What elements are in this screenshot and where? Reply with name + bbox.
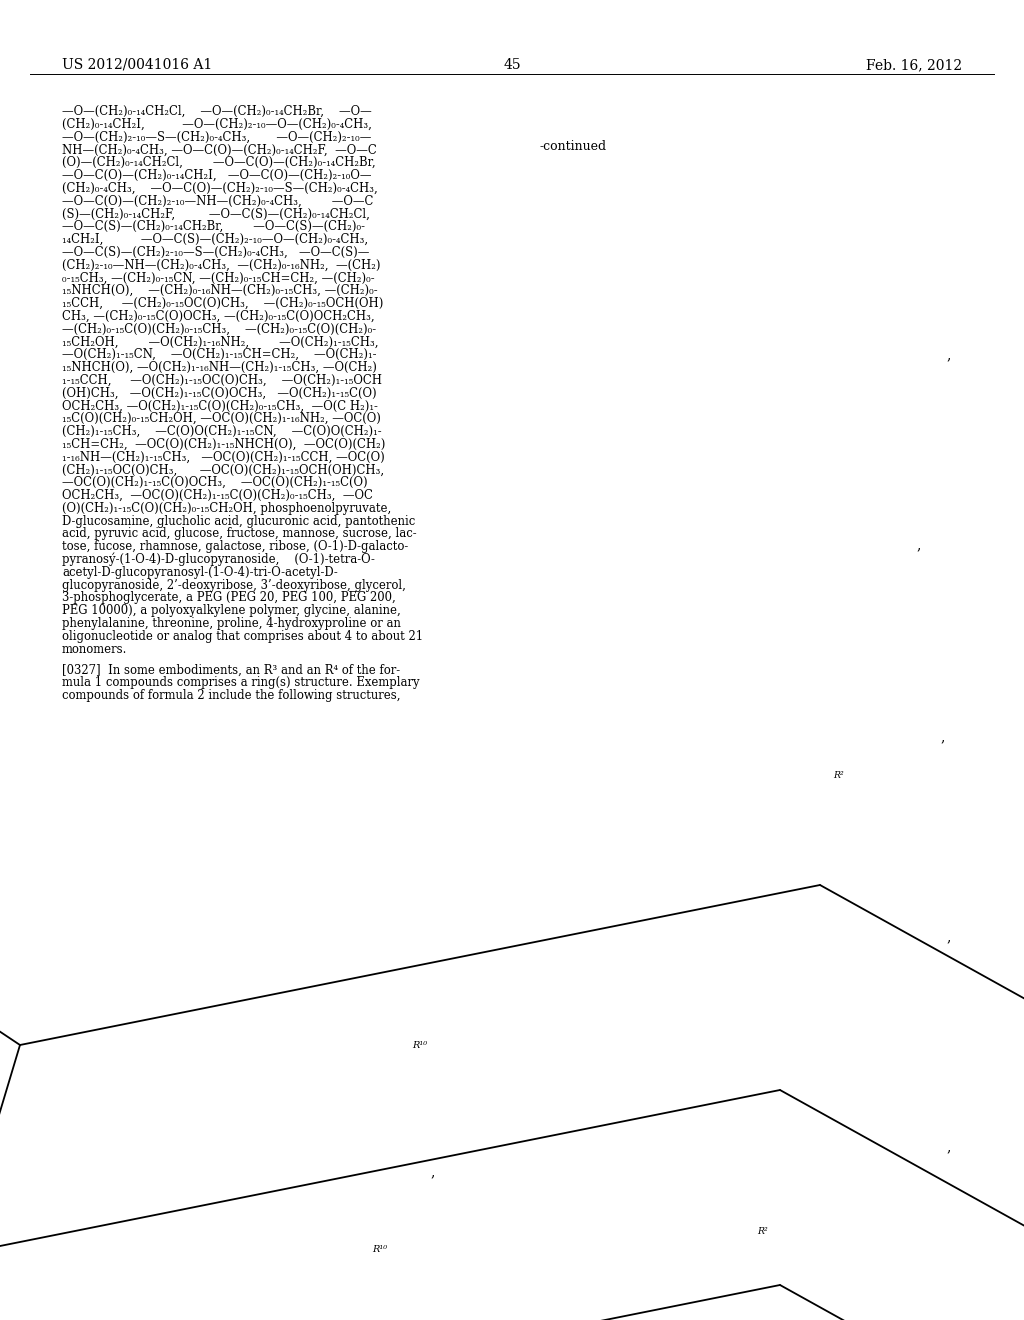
Text: —(CH₂)₀-₁₅C(O)(CH₂)₀-₁₅CH₃,    —(CH₂)₀-₁₅C(O)(CH₂)₀-: —(CH₂)₀-₁₅C(O)(CH₂)₀-₁₅CH₃, —(CH₂)₀-₁₅C(… bbox=[62, 322, 376, 335]
Text: ₁₅CCH,     —(CH₂)₀-₁₅OC(O)CH₃,    —(CH₂)₀-₁₅OCH(OH): ₁₅CCH, —(CH₂)₀-₁₅OC(O)CH₃, —(CH₂)₀-₁₅OCH… bbox=[62, 297, 383, 310]
Text: ₁₅C(O)(CH₂)₀-₁₅CH₂OH, —OC(O)(CH₂)₁-₁₆NH₂, —OC(O): ₁₅C(O)(CH₂)₀-₁₅CH₂OH, —OC(O)(CH₂)₁-₁₆NH₂… bbox=[62, 412, 381, 425]
Text: ,: , bbox=[916, 539, 921, 552]
Text: (CH₂)₀-₁₄CH₂I,          —O—(CH₂)₂-₁₀—O—(CH₂)₀-₄CH₃,: (CH₂)₀-₁₄CH₂I, —O—(CH₂)₂-₁₀—O—(CH₂)₀-₄CH… bbox=[62, 117, 372, 131]
Text: CH₃, —(CH₂)₀-₁₅C(O)OCH₃, —(CH₂)₀-₁₅C(O)OCH₂CH₃,: CH₃, —(CH₂)₀-₁₅C(O)OCH₃, —(CH₂)₀-₁₅C(O)O… bbox=[62, 310, 375, 323]
Text: (CH₂)₀-₄CH₃,    —O—C(O)—(CH₂)₂-₁₀—S—(CH₂)₀-₄CH₃,: (CH₂)₀-₄CH₃, —O—C(O)—(CH₂)₂-₁₀—S—(CH₂)₀-… bbox=[62, 182, 378, 195]
Text: acid, pyruvic acid, glucose, fructose, mannose, sucrose, lac-: acid, pyruvic acid, glucose, fructose, m… bbox=[62, 528, 417, 540]
Text: ,: , bbox=[946, 348, 950, 362]
Text: —O—C(S)—(CH₂)₂-₁₀—S—(CH₂)₀-₄CH₃,   —O—C(S)—: —O—C(S)—(CH₂)₂-₁₀—S—(CH₂)₀-₄CH₃, —O—C(S)… bbox=[62, 246, 370, 259]
Text: —O—(CH₂)₂-₁₀—S—(CH₂)₀-₄CH₃,       —O—(CH₂)₂-₁₀—: —O—(CH₂)₂-₁₀—S—(CH₂)₀-₄CH₃, —O—(CH₂)₂-₁₀… bbox=[62, 131, 372, 144]
Text: phenylalanine, threonine, proline, 4-hydroxyproline or an: phenylalanine, threonine, proline, 4-hyd… bbox=[62, 616, 400, 630]
Text: (S)—(CH₂)₀-₁₄CH₂F,         —O—C(S)—(CH₂)₀-₁₄CH₂Cl,: (S)—(CH₂)₀-₁₄CH₂F, —O—C(S)—(CH₂)₀-₁₄CH₂C… bbox=[62, 207, 370, 220]
Text: —O—C(O)—(CH₂)₀-₁₄CH₂I,   —O—C(O)—(CH₂)₂-₁₀O—: —O—C(O)—(CH₂)₀-₁₄CH₂I, —O—C(O)—(CH₂)₂-₁₀… bbox=[62, 169, 372, 182]
Text: US 2012/0041016 A1: US 2012/0041016 A1 bbox=[62, 58, 212, 73]
Text: NH—(CH₂)₀-₄CH₃, —O—C(O)—(CH₂)₀-₁₄CH₂F,  —O—C: NH—(CH₂)₀-₄CH₃, —O—C(O)—(CH₂)₀-₁₄CH₂F, —… bbox=[62, 144, 377, 156]
Text: (CH₂)₁-₁₅OC(O)CH₃,      —OC(O)(CH₂)₁-₁₅OCH(OH)CH₃,: (CH₂)₁-₁₅OC(O)CH₃, —OC(O)(CH₂)₁-₁₅OCH(OH… bbox=[62, 463, 384, 477]
Text: —O—C(O)—(CH₂)₂-₁₀—NH—(CH₂)₀-₄CH₃,        —O—C: —O—C(O)—(CH₂)₂-₁₀—NH—(CH₂)₀-₄CH₃, —O—C bbox=[62, 194, 374, 207]
Text: 45: 45 bbox=[503, 58, 521, 73]
Text: R¹⁰: R¹⁰ bbox=[413, 1040, 428, 1049]
Text: ,: , bbox=[946, 1140, 950, 1154]
Text: D-glucosamine, glucholic acid, glucuronic acid, pantothenic: D-glucosamine, glucholic acid, glucuroni… bbox=[62, 515, 416, 528]
Text: R²: R² bbox=[757, 1228, 768, 1237]
Text: —O(CH₂)₁-₁₅CN,    —O(CH₂)₁-₁₅CH=CH₂,    —O(CH₂)₁-: —O(CH₂)₁-₁₅CN, —O(CH₂)₁-₁₅CH=CH₂, —O(CH₂… bbox=[62, 348, 377, 362]
Text: ,: , bbox=[430, 1166, 434, 1179]
Text: (CH₂)₂-₁₀—NH—(CH₂)₀-₄CH₃,  —(CH₂)₀-₁₆NH₂,  —(CH₂): (CH₂)₂-₁₀—NH—(CH₂)₀-₄CH₃, —(CH₂)₀-₁₆NH₂,… bbox=[62, 259, 381, 272]
Text: [0327]  In some embodiments, an R³ and an R⁴ of the for-: [0327] In some embodiments, an R³ and an… bbox=[62, 664, 400, 676]
Text: monomers.: monomers. bbox=[62, 643, 127, 656]
Text: ₁₅NHCH(O),    —(CH₂)₀-₁₆NH—(CH₂)₀-₁₅CH₃, —(CH₂)₀-: ₁₅NHCH(O), —(CH₂)₀-₁₆NH—(CH₂)₀-₁₅CH₃, —(… bbox=[62, 284, 378, 297]
Text: 3-phosphoglycerate, a PEG (PEG 20, PEG 100, PEG 200,: 3-phosphoglycerate, a PEG (PEG 20, PEG 1… bbox=[62, 591, 395, 605]
Text: ₁₅NHCH(O), —O(CH₂)₁-₁₆NH—(CH₂)₁-₁₅CH₃, —O(CH₂): ₁₅NHCH(O), —O(CH₂)₁-₁₆NH—(CH₂)₁-₁₅CH₃, —… bbox=[62, 360, 377, 374]
Text: Feb. 16, 2012: Feb. 16, 2012 bbox=[866, 58, 962, 73]
Text: (O)—(CH₂)₀-₁₄CH₂Cl,        —O—C(O)—(CH₂)₀-₁₄CH₂Br,: (O)—(CH₂)₀-₁₄CH₂Cl, —O—C(O)—(CH₂)₀-₁₄CH₂… bbox=[62, 156, 376, 169]
Text: ₁₄CH₂I,          —O—C(S)—(CH₂)₂-₁₀—O—(CH₂)₀-₄CH₃,: ₁₄CH₂I, —O—C(S)—(CH₂)₂-₁₀—O—(CH₂)₀-₄CH₃, bbox=[62, 234, 368, 246]
Text: -continued: -continued bbox=[540, 140, 607, 153]
Text: ,: , bbox=[940, 730, 944, 744]
Text: OCH₂CH₃, —O(CH₂)₁-₁₅C(O)(CH₂)₀-₁₅CH₃,  —O(C H₂)₁-: OCH₂CH₃, —O(CH₂)₁-₁₅C(O)(CH₂)₀-₁₅CH₃, —O… bbox=[62, 400, 378, 412]
Text: mula 1 compounds comprises a ring(s) structure. Exemplary: mula 1 compounds comprises a ring(s) str… bbox=[62, 676, 420, 689]
Text: (OH)CH₃,   —O(CH₂)₁-₁₅C(O)OCH₃,   —O(CH₂)₁-₁₅C(O): (OH)CH₃, —O(CH₂)₁-₁₅C(O)OCH₃, —O(CH₂)₁-₁… bbox=[62, 387, 377, 400]
Text: OCH₂CH₃,  —OC(O)(CH₂)₁-₁₅C(O)(CH₂)₀-₁₅CH₃,  —OC: OCH₂CH₃, —OC(O)(CH₂)₁-₁₅C(O)(CH₂)₀-₁₅CH₃… bbox=[62, 488, 373, 502]
Text: acetyl-D-glucopyranosyl-(1-O-4)-tri-O-acetyl-D-: acetyl-D-glucopyranosyl-(1-O-4)-tri-O-ac… bbox=[62, 566, 338, 578]
Text: ₁₅CH₂OH,        —O(CH₂)₁-₁₆NH₂,        —O(CH₂)₁-₁₅CH₃,: ₁₅CH₂OH, —O(CH₂)₁-₁₆NH₂, —O(CH₂)₁-₁₅CH₃, bbox=[62, 335, 379, 348]
Text: ₁₅CH=CH₂,  —OC(O)(CH₂)₁-₁₅NHCH(O),  —OC(O)(CH₂): ₁₅CH=CH₂, —OC(O)(CH₂)₁-₁₅NHCH(O), —OC(O)… bbox=[62, 438, 385, 451]
Text: ₁-₁₆NH—(CH₂)₁-₁₅CH₃,   —OC(O)(CH₂)₁-₁₅CCH, —OC(O): ₁-₁₆NH—(CH₂)₁-₁₅CH₃, —OC(O)(CH₂)₁-₁₅CCH,… bbox=[62, 450, 385, 463]
Text: ₀-₁₅CH₃, —(CH₂)₀-₁₅CN, —(CH₂)₀-₁₅CH=CH₂, —(CH₂)₀-: ₀-₁₅CH₃, —(CH₂)₀-₁₅CN, —(CH₂)₀-₁₅CH=CH₂,… bbox=[62, 272, 375, 284]
Text: ₁-₁₅CCH,     —O(CH₂)₁-₁₅OC(O)CH₃,    —O(CH₂)₁-₁₅OCH: ₁-₁₅CCH, —O(CH₂)₁-₁₅OC(O)CH₃, —O(CH₂)₁-₁… bbox=[62, 374, 382, 387]
Text: ,: , bbox=[946, 931, 950, 944]
Text: (CH₂)₁-₁₅CH₃,    —C(O)O(CH₂)₁-₁₅CN,    —C(O)O(CH₂)₁-: (CH₂)₁-₁₅CH₃, —C(O)O(CH₂)₁-₁₅CN, —C(O)O(… bbox=[62, 425, 382, 438]
Text: pyranosý-(1-O-4)-D-glucopyranoside,    (O-1)-tetra-O-: pyranosý-(1-O-4)-D-glucopyranoside, (O-… bbox=[62, 553, 375, 566]
Text: tose, fucose, rhamnose, galactose, ribose, (O-1)-D-galacto-: tose, fucose, rhamnose, galactose, ribos… bbox=[62, 540, 409, 553]
Text: oligonucleotide or analog that comprises about 4 to about 21: oligonucleotide or analog that comprises… bbox=[62, 630, 423, 643]
Text: glucopyranoside, 2’-deoxyribose, 3’-deoxyribose, glycerol,: glucopyranoside, 2’-deoxyribose, 3’-deox… bbox=[62, 578, 406, 591]
Text: —O—C(S)—(CH₂)₀-₁₄CH₂Br,        —O—C(S)—(CH₂)₀-: —O—C(S)—(CH₂)₀-₁₄CH₂Br, —O—C(S)—(CH₂)₀- bbox=[62, 220, 365, 234]
Text: PEG 10000), a polyoxyalkylene polymer, glycine, alanine,: PEG 10000), a polyoxyalkylene polymer, g… bbox=[62, 605, 400, 618]
Text: R¹⁰: R¹⁰ bbox=[373, 1246, 387, 1254]
Text: —O—(CH₂)₀-₁₄CH₂Cl,    —O—(CH₂)₀-₁₄CH₂Br,    —O—: —O—(CH₂)₀-₁₄CH₂Cl, —O—(CH₂)₀-₁₄CH₂Br, —O… bbox=[62, 106, 372, 117]
Text: R²: R² bbox=[833, 771, 844, 780]
Text: —OC(O)(CH₂)₁-₁₅C(O)OCH₃,    —OC(O)(CH₂)₁-₁₅C(O): —OC(O)(CH₂)₁-₁₅C(O)OCH₃, —OC(O)(CH₂)₁-₁₅… bbox=[62, 477, 368, 490]
Text: compounds of formula 2 include the following structures,: compounds of formula 2 include the follo… bbox=[62, 689, 400, 702]
Text: (O)(CH₂)₁-₁₅C(O)(CH₂)₀-₁₅CH₂OH, phosphoenolpyruvate,: (O)(CH₂)₁-₁₅C(O)(CH₂)₀-₁₅CH₂OH, phosphoe… bbox=[62, 502, 391, 515]
